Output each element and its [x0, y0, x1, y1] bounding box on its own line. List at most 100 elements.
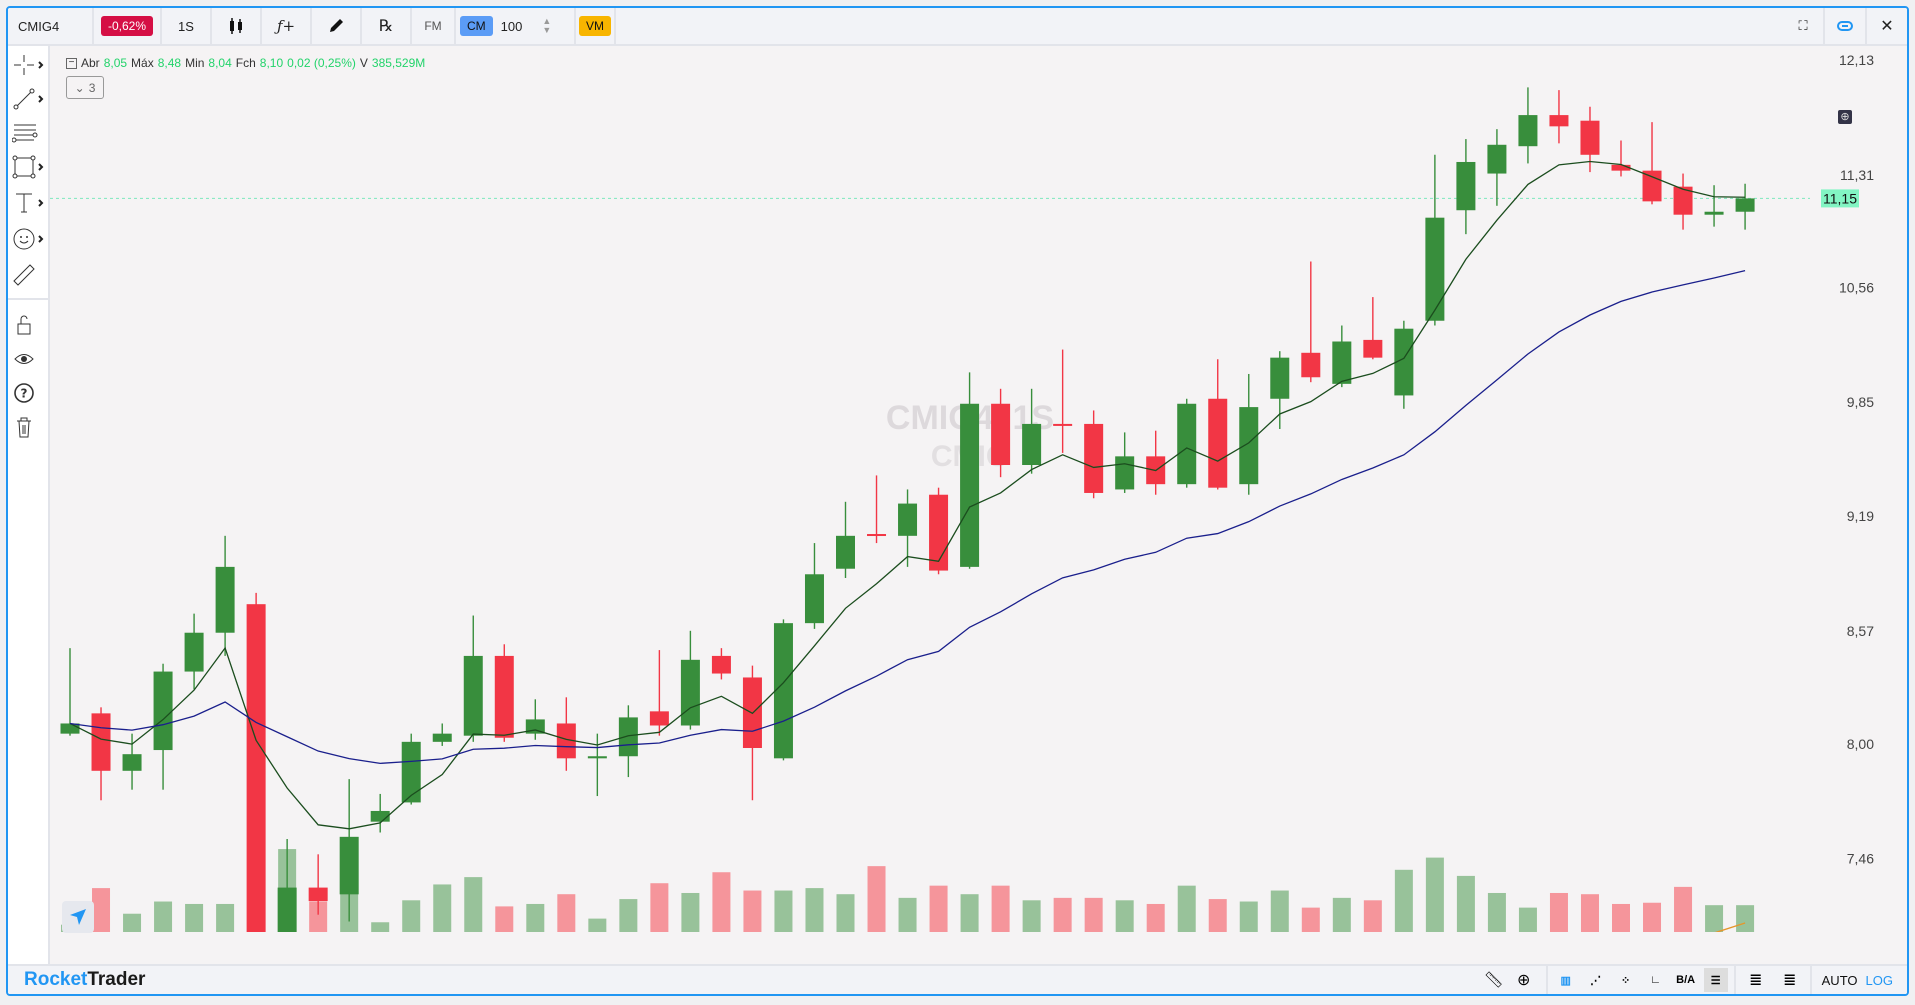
horizontal-lines-icon	[12, 124, 38, 143]
visibility-button[interactable]	[12, 346, 46, 372]
close-button[interactable]: ✕	[1867, 8, 1907, 44]
volume-bar	[371, 922, 390, 932]
candle-body	[401, 741, 421, 803]
grid-toggle[interactable]: ⋰	[1584, 968, 1608, 992]
volume-bar	[712, 872, 731, 932]
candle-body	[1704, 211, 1724, 215]
candle-body	[60, 723, 80, 734]
draw-button[interactable]	[312, 8, 362, 44]
crosshair-tool[interactable]	[12, 52, 46, 78]
axes-icon: ∟	[1650, 974, 1662, 986]
candle-body	[1239, 407, 1259, 485]
volume-bar	[495, 906, 514, 932]
volume-bar	[1363, 900, 1382, 932]
volume-bar	[433, 884, 452, 932]
volume-bar	[123, 913, 142, 932]
navigate-button[interactable]	[62, 901, 94, 933]
open-value: 8,05	[103, 56, 128, 70]
candle-body	[1611, 164, 1631, 171]
volume-toggle[interactable]: ▥	[1554, 968, 1578, 992]
volume-bar	[1053, 897, 1072, 932]
volume-bar	[1022, 900, 1041, 932]
dotted-chart-icon: ⋰	[1590, 974, 1602, 987]
vm-button[interactable]: VM	[579, 16, 611, 36]
top-toolbar: CMIG4 -0,62% 1S ƒ+ ℞ FM CM 100 ▲ ▼ VM ⛶ ✕	[8, 8, 1907, 46]
candle-body	[339, 836, 359, 895]
price-chart[interactable]: CMIG4, 1SCMIG12,1311,3110,569,859,198,57…	[50, 46, 1909, 932]
help-button[interactable]: ?	[12, 380, 46, 406]
ruler-icon: 📏︎	[1483, 972, 1504, 989]
volume-bar	[588, 918, 607, 932]
candle-body	[91, 713, 111, 771]
quantity-stepper[interactable]: ▲ ▼	[542, 16, 552, 35]
volume-bar	[1643, 902, 1662, 932]
volume-bar	[402, 900, 421, 932]
log-scale-button[interactable]: LOG	[1865, 972, 1893, 988]
symbol-label[interactable]: CMIG4	[8, 8, 94, 44]
candle-body	[1518, 115, 1538, 147]
volume-bar	[1394, 869, 1413, 932]
fullscreen-button[interactable]: ⛶	[1783, 8, 1825, 44]
ruler-tool[interactable]	[12, 262, 46, 288]
candle-body	[991, 403, 1011, 465]
book-toggle[interactable]: ☰	[1703, 968, 1728, 992]
function-plus-icon: ƒ+	[276, 17, 296, 35]
volume-bar	[1580, 894, 1599, 932]
volume-bar	[1425, 857, 1444, 932]
volume-bar	[774, 890, 793, 932]
emoji-tool[interactable]	[12, 226, 46, 252]
high-label: Máx	[131, 56, 154, 70]
candle-body	[1115, 456, 1135, 490]
line-tool[interactable]	[12, 86, 46, 112]
axes-toggle[interactable]: ∟	[1644, 968, 1668, 992]
svg-text:?: ?	[21, 387, 28, 401]
link-button[interactable]	[1825, 8, 1867, 44]
panel-right-button[interactable]: ≣	[1778, 968, 1802, 992]
last-price-badge	[1821, 189, 1859, 208]
candle-body	[1642, 170, 1662, 202]
volume-bar	[1146, 903, 1165, 932]
candle-body	[773, 623, 793, 759]
auto-scale-button[interactable]: AUTO	[1821, 972, 1858, 988]
lock-button[interactable]	[12, 312, 46, 338]
candle-body	[494, 655, 514, 738]
fm-button[interactable]: FM	[412, 8, 456, 44]
rx-button[interactable]: ℞	[362, 8, 412, 44]
candle-body	[680, 659, 700, 726]
candle-body	[898, 503, 918, 536]
interval-button[interactable]: 1S	[162, 8, 212, 44]
low-value: 8,04	[208, 56, 232, 70]
zoom-reset-button[interactable]: ⊕	[1838, 110, 1852, 124]
stack-icon: ≣	[1748, 972, 1763, 989]
bid-ask-icon: B/A	[1676, 974, 1696, 986]
scatter-toggle[interactable]: ⁘	[1614, 968, 1638, 992]
candle-body	[1332, 341, 1352, 384]
candle-body	[1580, 120, 1600, 155]
measure-button[interactable]: 📏︎	[1482, 968, 1506, 992]
candle-body	[525, 719, 545, 734]
navigation-arrow-icon	[70, 909, 86, 925]
zoom-button[interactable]: ⊕	[1512, 968, 1536, 992]
bid-ask-toggle[interactable]: B/A	[1674, 968, 1698, 992]
cm-button[interactable]: CM	[460, 16, 493, 36]
volume-bar	[1177, 885, 1196, 932]
quantity-input[interactable]: 100	[500, 18, 523, 34]
delete-button[interactable]	[12, 414, 46, 440]
high-value: 8,48	[157, 56, 182, 70]
drawing-toolbar: ?	[8, 46, 50, 964]
text-tool[interactable]	[12, 190, 46, 216]
indicators-button[interactable]: ƒ+	[262, 8, 312, 44]
rectangle-icon	[12, 155, 44, 179]
panel-left-button[interactable]: ≣	[1744, 968, 1768, 992]
fib-tool[interactable]	[12, 120, 46, 146]
candle-body	[370, 810, 390, 822]
collapse-icon[interactable]: −	[66, 57, 77, 69]
volume-bar	[1084, 897, 1103, 932]
y-tick-label: 11,31	[1840, 167, 1874, 183]
crosshair-icon	[14, 55, 44, 75]
candle-body	[804, 574, 824, 624]
indicators-collapse-button[interactable]: ⌄ 3	[66, 76, 104, 99]
stack-icon: ≣	[1782, 972, 1797, 989]
candle-type-button[interactable]	[212, 8, 262, 44]
shape-tool[interactable]	[12, 154, 46, 180]
